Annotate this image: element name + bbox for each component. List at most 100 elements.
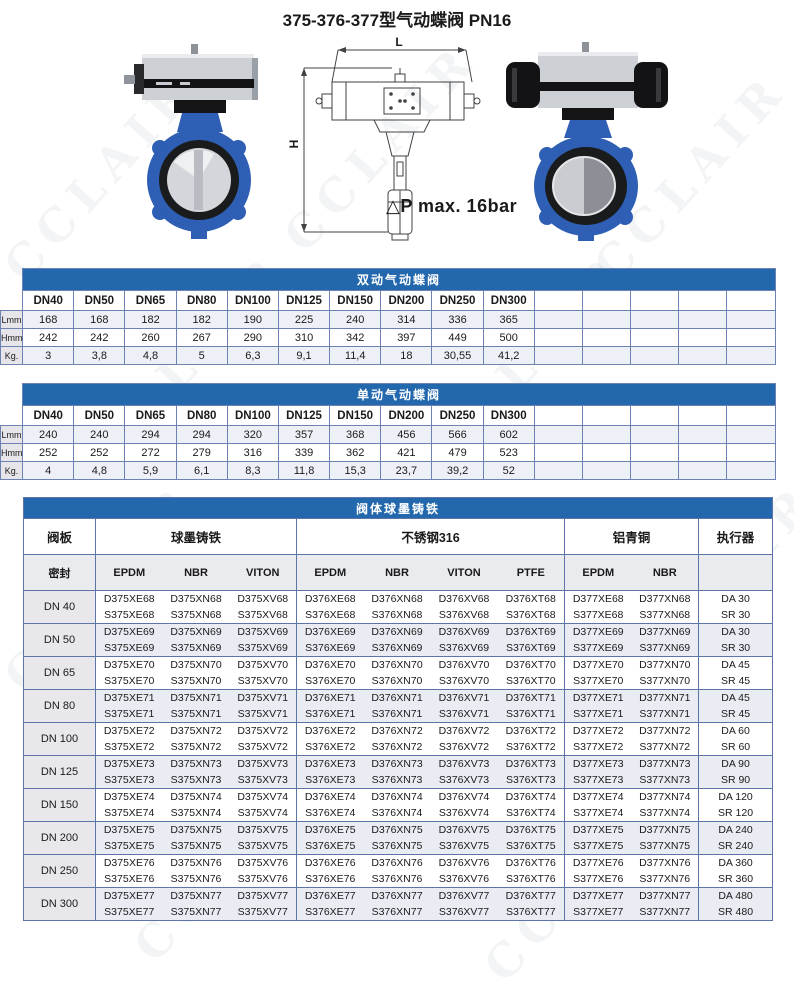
drawing-stem xyxy=(393,155,407,191)
valve-lug xyxy=(617,147,633,163)
actuator-cell: DA 360 xyxy=(697,854,773,871)
model-cell: S376XT75 xyxy=(497,838,565,855)
actuator-cell: DA 90 xyxy=(697,755,773,772)
extension-line xyxy=(331,49,339,83)
material-group-header: 球墨铸铁 xyxy=(95,518,297,555)
model-cell: D376XV71 xyxy=(430,689,498,706)
dn-label: DN 200 xyxy=(23,821,96,855)
model-cell: S376XN77 xyxy=(363,904,431,921)
model-cell: S376XV76 xyxy=(430,871,498,888)
model-cell: D376XE70 xyxy=(296,656,364,673)
side-stub xyxy=(463,93,475,109)
model-cell: S376XN76 xyxy=(363,871,431,888)
product-figures: L H xyxy=(0,34,794,248)
model-cell: D376XV77 xyxy=(430,887,498,904)
model-cell: D376XE68 xyxy=(296,590,364,607)
model-cell: D375XE71 xyxy=(95,689,163,706)
spec-value: 260 xyxy=(124,328,177,347)
model-cell: S377XE72 xyxy=(564,739,632,756)
valve-lug xyxy=(152,204,168,220)
spec-value: 368 xyxy=(329,425,382,444)
empty-cell xyxy=(630,405,680,426)
dn-label: DN 100 xyxy=(23,722,96,756)
model-cell: S377XN74 xyxy=(631,805,699,822)
spec-value: 4,8 xyxy=(73,461,126,480)
model-cell: D376XE75 xyxy=(296,821,364,838)
model-cell: S377XE77 xyxy=(564,904,632,921)
valve-neck xyxy=(177,113,223,132)
spec-value: 294 xyxy=(175,425,228,444)
model-cell: S376XT71 xyxy=(497,706,565,723)
empty-cell xyxy=(581,310,632,329)
drawing-stem-key xyxy=(396,161,404,177)
spec-value: 339 xyxy=(277,443,331,462)
model-cell: D376XN76 xyxy=(363,854,431,871)
model-cell: S376XE70 xyxy=(296,673,364,690)
spec-value: 9,1 xyxy=(277,346,331,365)
spec-value: 4,8 xyxy=(124,346,177,365)
empty-cell xyxy=(630,310,680,329)
dn-column-header: DN40 xyxy=(22,290,75,311)
model-cell: D376XN77 xyxy=(363,887,431,904)
spec-value: 365 xyxy=(482,310,535,329)
model-cell: D377XE72 xyxy=(564,722,632,739)
model-cell: S375XV75 xyxy=(229,838,297,855)
model-cell: D376XT77 xyxy=(497,887,565,904)
valve-lug xyxy=(539,209,555,225)
dn-column-header: DN40 xyxy=(22,405,75,426)
empty-cell xyxy=(678,310,728,329)
page-title: 375-376-377型气动蝶阀 PN16 xyxy=(282,11,512,30)
spec-value: 252 xyxy=(22,443,75,462)
spec-value: 18 xyxy=(380,346,433,365)
dim-label-h: H xyxy=(288,140,301,149)
empty-cell xyxy=(630,328,680,347)
empty-cell xyxy=(581,346,632,365)
model-cell: S376XV69 xyxy=(430,640,498,657)
spec-value: 252 xyxy=(73,443,126,462)
side-fitting xyxy=(473,97,481,105)
actuator-cell: SR 30 xyxy=(697,607,773,624)
model-cell: D376XN70 xyxy=(363,656,431,673)
table-banner: 阀体球墨铸铁 xyxy=(22,497,774,519)
spec-value: 11,8 xyxy=(277,461,331,480)
bolt-dot xyxy=(398,99,402,103)
seal-material-header: EPDM xyxy=(564,554,632,591)
model-cell: D376XT75 xyxy=(497,821,565,838)
dn-label: DN 150 xyxy=(23,788,96,822)
dn-column-header: DN200 xyxy=(380,405,433,426)
model-cell: D376XN69 xyxy=(363,623,431,640)
spec-value: 5,9 xyxy=(124,461,177,480)
actuator-edge xyxy=(252,58,258,100)
model-cell: D376XT71 xyxy=(497,689,565,706)
single-acting-spec-table: 单动气动蝶阀 DN40 DN50 DN65 DN80 DN100 DN125 DN150 DN2… xyxy=(0,383,776,480)
actuator-cell: DA 45 xyxy=(697,656,773,673)
empty-cell xyxy=(678,290,728,311)
model-cell: S375XE69 xyxy=(95,640,163,657)
model-cell: S376XE68 xyxy=(296,607,364,624)
valve-lug xyxy=(230,204,246,220)
row-label: Kg. xyxy=(0,461,24,480)
row-label: Lmm xyxy=(0,310,24,329)
model-cell: D376XE76 xyxy=(296,854,364,871)
dn-column-header: DN80 xyxy=(175,290,228,311)
model-cell: S376XN70 xyxy=(363,673,431,690)
actuator-cell: DA 45 xyxy=(697,689,773,706)
seal-header: 密封 xyxy=(23,554,96,591)
model-cell: S375XN69 xyxy=(162,640,230,657)
empty-cell xyxy=(726,310,776,329)
spec-value: 421 xyxy=(380,443,433,462)
model-cell: D375XN68 xyxy=(162,590,230,607)
model-cell: D375XN72 xyxy=(162,722,230,739)
model-cell: D375XE75 xyxy=(95,821,163,838)
model-cell: D376XE77 xyxy=(296,887,364,904)
corner-spacer xyxy=(1,269,23,291)
dn-column-header: DN300 xyxy=(482,405,535,426)
dn-column-header: DN125 xyxy=(277,290,331,311)
material-group-header: 不锈钢316 xyxy=(296,518,565,555)
model-cell: S375XV70 xyxy=(229,673,297,690)
spec-value: 8,3 xyxy=(226,461,279,480)
model-cell: S377XN76 xyxy=(631,871,699,888)
dn-column-header: DN250 xyxy=(431,405,484,426)
model-cell: S375XV72 xyxy=(229,739,297,756)
model-cell: S376XT74 xyxy=(497,805,565,822)
